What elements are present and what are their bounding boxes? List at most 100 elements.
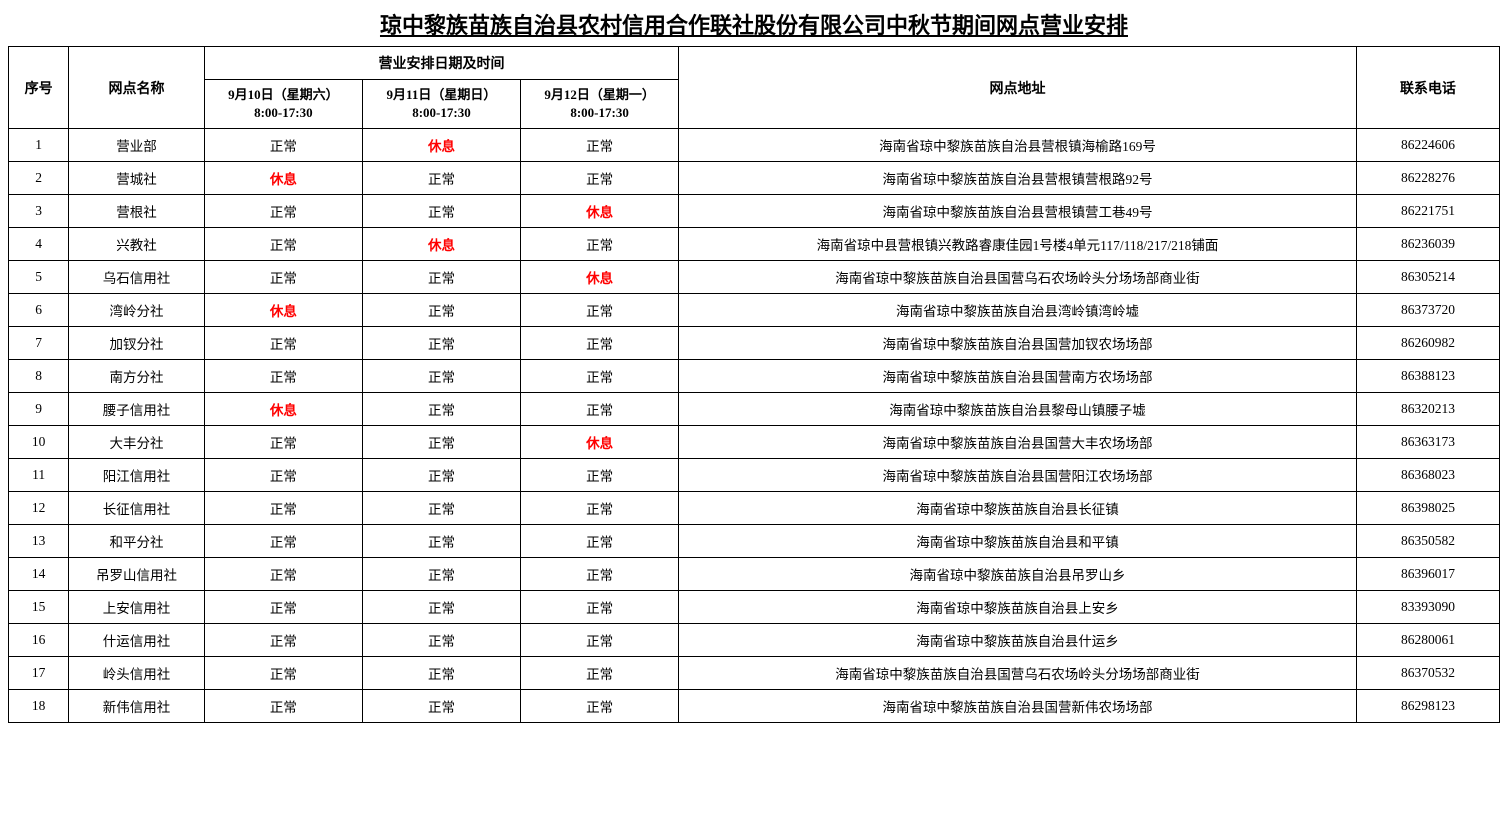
cell-d1: 正常 (204, 558, 362, 591)
cell-d1: 正常 (204, 129, 362, 162)
cell-seq: 5 (9, 261, 69, 294)
table-row: 1营业部正常休息正常海南省琼中黎族苗族自治县营根镇海榆路169号86224606 (9, 129, 1500, 162)
table-row: 16什运信用社正常正常正常海南省琼中黎族苗族自治县什运乡86280061 (9, 624, 1500, 657)
cell-seq: 1 (9, 129, 69, 162)
cell-name: 新伟信用社 (69, 690, 205, 723)
cell-d2: 正常 (362, 657, 520, 690)
cell-d1: 正常 (204, 459, 362, 492)
cell-d3: 正常 (521, 657, 679, 690)
cell-name: 上安信用社 (69, 591, 205, 624)
cell-phone: 86221751 (1356, 195, 1499, 228)
cell-d3: 正常 (521, 393, 679, 426)
cell-seq: 9 (9, 393, 69, 426)
cell-addr: 海南省琼中黎族苗族自治县和平镇 (679, 525, 1357, 558)
cell-phone: 86320213 (1356, 393, 1499, 426)
cell-seq: 18 (9, 690, 69, 723)
cell-d2: 正常 (362, 558, 520, 591)
cell-d2: 正常 (362, 393, 520, 426)
cell-name: 长征信用社 (69, 492, 205, 525)
table-row: 11阳江信用社正常正常正常海南省琼中黎族苗族自治县国营阳江农场场部8636802… (9, 459, 1500, 492)
cell-addr: 海南省琼中黎族苗族自治县上安乡 (679, 591, 1357, 624)
table-row: 18新伟信用社正常正常正常海南省琼中黎族苗族自治县国营新伟农场场部8629812… (9, 690, 1500, 723)
cell-d1: 正常 (204, 624, 362, 657)
cell-name: 大丰分社 (69, 426, 205, 459)
cell-addr: 海南省琼中黎族苗族自治县国营乌石农场岭头分场场部商业街 (679, 657, 1357, 690)
cell-d2: 正常 (362, 459, 520, 492)
cell-name: 营根社 (69, 195, 205, 228)
cell-addr: 海南省琼中县营根镇兴教路睿康佳园1号楼4单元117/118/217/218铺面 (679, 228, 1357, 261)
cell-name: 兴教社 (69, 228, 205, 261)
cell-phone: 86298123 (1356, 690, 1499, 723)
cell-addr: 海南省琼中黎族苗族自治县国营乌石农场岭头分场场部商业街 (679, 261, 1357, 294)
cell-name: 湾岭分社 (69, 294, 205, 327)
cell-d3: 正常 (521, 624, 679, 657)
cell-d3: 正常 (521, 492, 679, 525)
cell-addr: 海南省琼中黎族苗族自治县黎母山镇腰子墟 (679, 393, 1357, 426)
header-date3-line2: 8:00-17:30 (570, 105, 629, 120)
cell-addr: 海南省琼中黎族苗族自治县国营南方农场场部 (679, 360, 1357, 393)
header-date1-line2: 8:00-17:30 (254, 105, 313, 120)
cell-addr: 海南省琼中黎族苗族自治县国营加钗农场场部 (679, 327, 1357, 360)
cell-addr: 海南省琼中黎族苗族自治县国营大丰农场场部 (679, 426, 1357, 459)
cell-phone: 86373720 (1356, 294, 1499, 327)
cell-name: 腰子信用社 (69, 393, 205, 426)
cell-d3: 正常 (521, 459, 679, 492)
cell-d3: 正常 (521, 129, 679, 162)
cell-d1: 正常 (204, 657, 362, 690)
cell-phone: 86396017 (1356, 558, 1499, 591)
table-row: 17岭头信用社正常正常正常海南省琼中黎族苗族自治县国营乌石农场岭头分场场部商业街… (9, 657, 1500, 690)
cell-name: 吊罗山信用社 (69, 558, 205, 591)
table-row: 2营城社休息正常正常海南省琼中黎族苗族自治县营根镇营根路92号86228276 (9, 162, 1500, 195)
cell-phone: 86350582 (1356, 525, 1499, 558)
cell-seq: 8 (9, 360, 69, 393)
cell-seq: 15 (9, 591, 69, 624)
cell-d3: 休息 (521, 261, 679, 294)
cell-d1: 休息 (204, 162, 362, 195)
cell-d2: 正常 (362, 690, 520, 723)
header-date1: 9月10日（星期六） 8:00-17:30 (204, 80, 362, 129)
cell-seq: 12 (9, 492, 69, 525)
header-address: 网点地址 (679, 47, 1357, 129)
header-date1-line1: 9月10日（星期六） (228, 87, 339, 102)
cell-name: 岭头信用社 (69, 657, 205, 690)
header-phone: 联系电话 (1356, 47, 1499, 129)
cell-d1: 正常 (204, 492, 362, 525)
header-seq: 序号 (9, 47, 69, 129)
cell-d1: 正常 (204, 360, 362, 393)
cell-seq: 13 (9, 525, 69, 558)
table-row: 9腰子信用社休息正常正常海南省琼中黎族苗族自治县黎母山镇腰子墟86320213 (9, 393, 1500, 426)
cell-phone: 86260982 (1356, 327, 1499, 360)
cell-phone: 86363173 (1356, 426, 1499, 459)
page-title: 琼中黎族苗族自治县农村信用合作联社股份有限公司中秋节期间网点营业安排 (8, 8, 1500, 40)
cell-d2: 正常 (362, 261, 520, 294)
cell-d2: 正常 (362, 426, 520, 459)
table-row: 7加钗分社正常正常正常海南省琼中黎族苗族自治县国营加钗农场场部86260982 (9, 327, 1500, 360)
cell-d1: 正常 (204, 327, 362, 360)
cell-d1: 正常 (204, 525, 362, 558)
cell-phone: 83393090 (1356, 591, 1499, 624)
cell-seq: 10 (9, 426, 69, 459)
cell-d3: 正常 (521, 162, 679, 195)
cell-d2: 正常 (362, 591, 520, 624)
cell-d2: 休息 (362, 228, 520, 261)
cell-seq: 7 (9, 327, 69, 360)
cell-phone: 86236039 (1356, 228, 1499, 261)
cell-addr: 海南省琼中黎族苗族自治县营根镇营工巷49号 (679, 195, 1357, 228)
cell-seq: 2 (9, 162, 69, 195)
cell-seq: 14 (9, 558, 69, 591)
cell-seq: 17 (9, 657, 69, 690)
cell-d1: 正常 (204, 195, 362, 228)
schedule-table: 序号 网点名称 营业安排日期及时间 网点地址 联系电话 9月10日（星期六） 8… (8, 46, 1500, 723)
cell-d1: 正常 (204, 690, 362, 723)
cell-d1: 正常 (204, 261, 362, 294)
cell-addr: 海南省琼中黎族苗族自治县国营新伟农场场部 (679, 690, 1357, 723)
header-date2-line1: 9月11日（星期日） (387, 87, 497, 102)
cell-phone: 86228276 (1356, 162, 1499, 195)
cell-d1: 休息 (204, 393, 362, 426)
cell-addr: 海南省琼中黎族苗族自治县什运乡 (679, 624, 1357, 657)
cell-d2: 正常 (362, 360, 520, 393)
cell-addr: 海南省琼中黎族苗族自治县国营阳江农场场部 (679, 459, 1357, 492)
cell-d3: 正常 (521, 558, 679, 591)
cell-addr: 海南省琼中黎族苗族自治县营根镇海榆路169号 (679, 129, 1357, 162)
cell-d2: 正常 (362, 195, 520, 228)
